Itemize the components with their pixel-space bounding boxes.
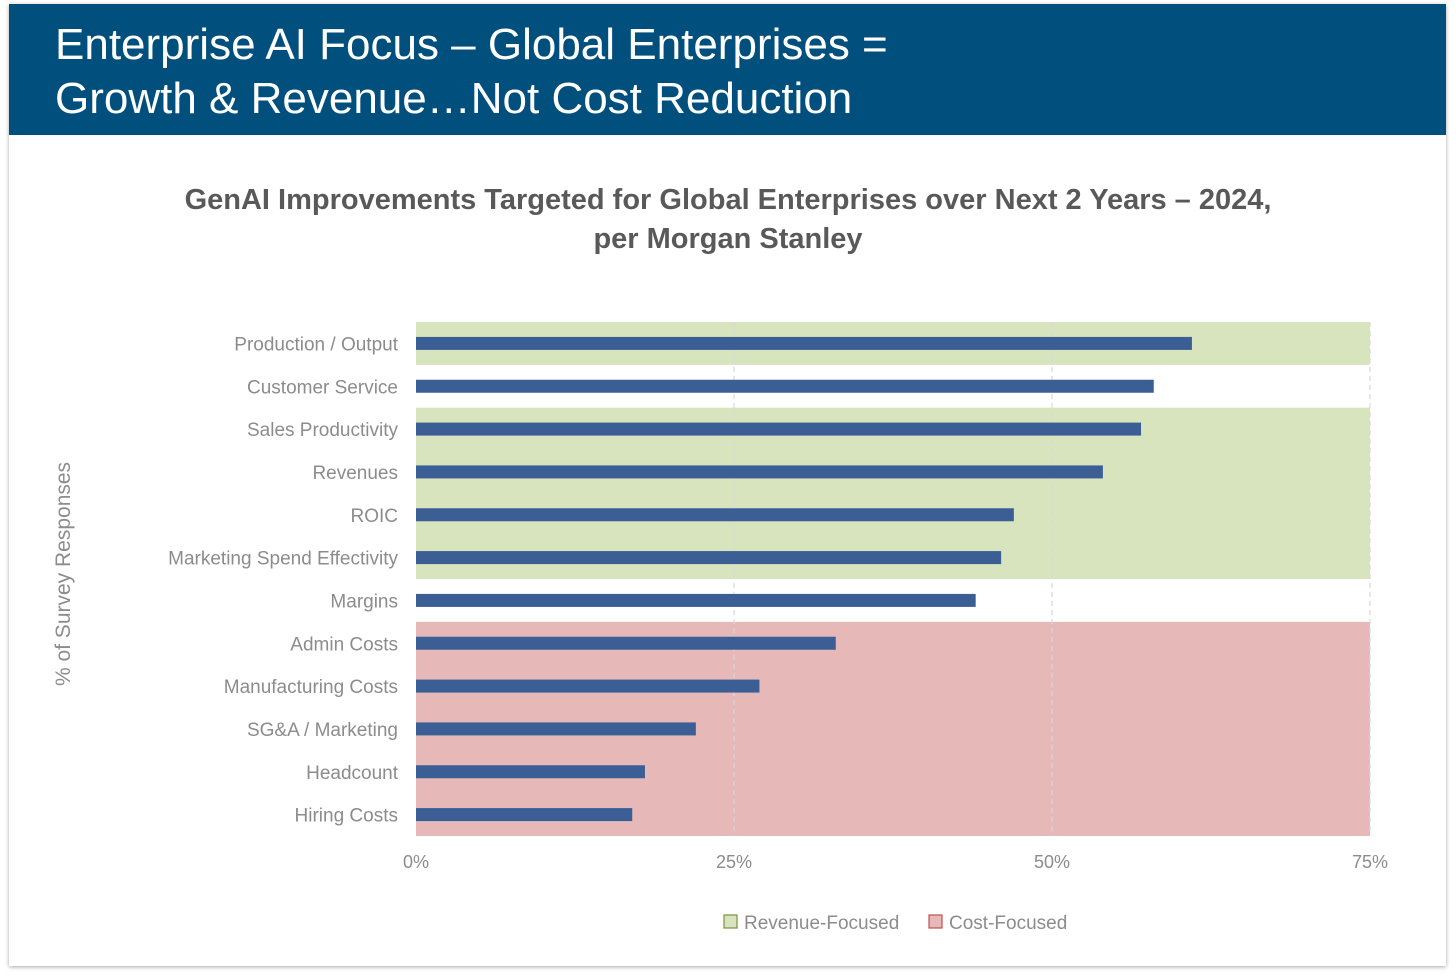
category-label-hiring-costs: Hiring Costs [295, 806, 398, 827]
bar-roic [416, 508, 1014, 522]
x-tick-label-50: 50% [1034, 852, 1070, 872]
category-label-manufacturing-costs: Manufacturing Costs [224, 677, 398, 698]
x-tick-label-0: 0% [403, 852, 429, 872]
category-label-sales-productivity: Sales Productivity [247, 420, 399, 441]
legend-label-cost-focused: Cost-Focused [949, 913, 1067, 934]
bar-margins [416, 593, 976, 607]
x-tick-label-75: 75% [1352, 852, 1388, 872]
category-label-margins: Margins [330, 591, 398, 612]
legend-label-revenue-focused: Revenue-Focused [744, 913, 899, 934]
chart-title: GenAI Improvements Targeted for Global E… [184, 184, 1272, 255]
title-banner: Enterprise AI Focus – Global Enterprises… [9, 4, 1446, 135]
category-label-marketing-spend-effectivity: Marketing Spend Effectivity [168, 549, 398, 570]
bar-marketing-spend-effectivity [416, 551, 1002, 565]
bar-headcount [416, 765, 645, 779]
slide-title: Enterprise AI Focus – Global Enterprises… [55, 20, 888, 123]
bar-production-output [416, 336, 1192, 350]
y-axis-label: % of Survey Responses [52, 462, 75, 686]
category-label-revenues: Revenues [312, 463, 398, 484]
legend-swatch-revenue-focused [723, 914, 738, 929]
bar-hiring-costs [416, 808, 633, 822]
legend-swatch-cost-focused [928, 914, 943, 929]
band-revenue-focused-1 [416, 407, 1370, 579]
category-label-admin-costs: Admin Costs [290, 634, 398, 655]
bar-revenues [416, 465, 1103, 479]
category-label-roic: ROIC [351, 506, 399, 527]
category-label-production-output: Production / Output [234, 334, 398, 355]
category-label-customer-service: Customer Service [247, 377, 398, 398]
bar-admin-costs [416, 636, 836, 650]
x-tick-label-25: 25% [716, 852, 752, 872]
bar-manufacturing-costs [416, 679, 760, 693]
bar-customer-service [416, 379, 1154, 393]
category-label-sg-a-marketing: SG&A / Marketing [247, 720, 398, 741]
category-label-headcount: Headcount [306, 763, 399, 784]
bar-sales-productivity [416, 422, 1142, 436]
bar-sg-a-marketing [416, 722, 696, 736]
